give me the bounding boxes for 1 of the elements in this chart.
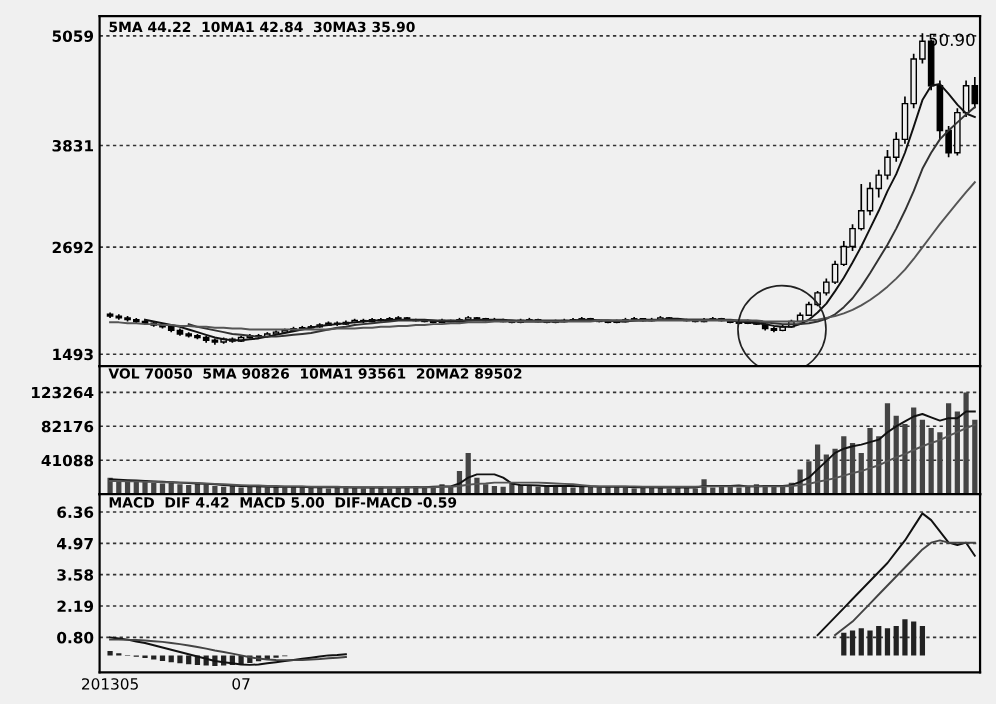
annotation: 50.90 [929, 33, 975, 47]
